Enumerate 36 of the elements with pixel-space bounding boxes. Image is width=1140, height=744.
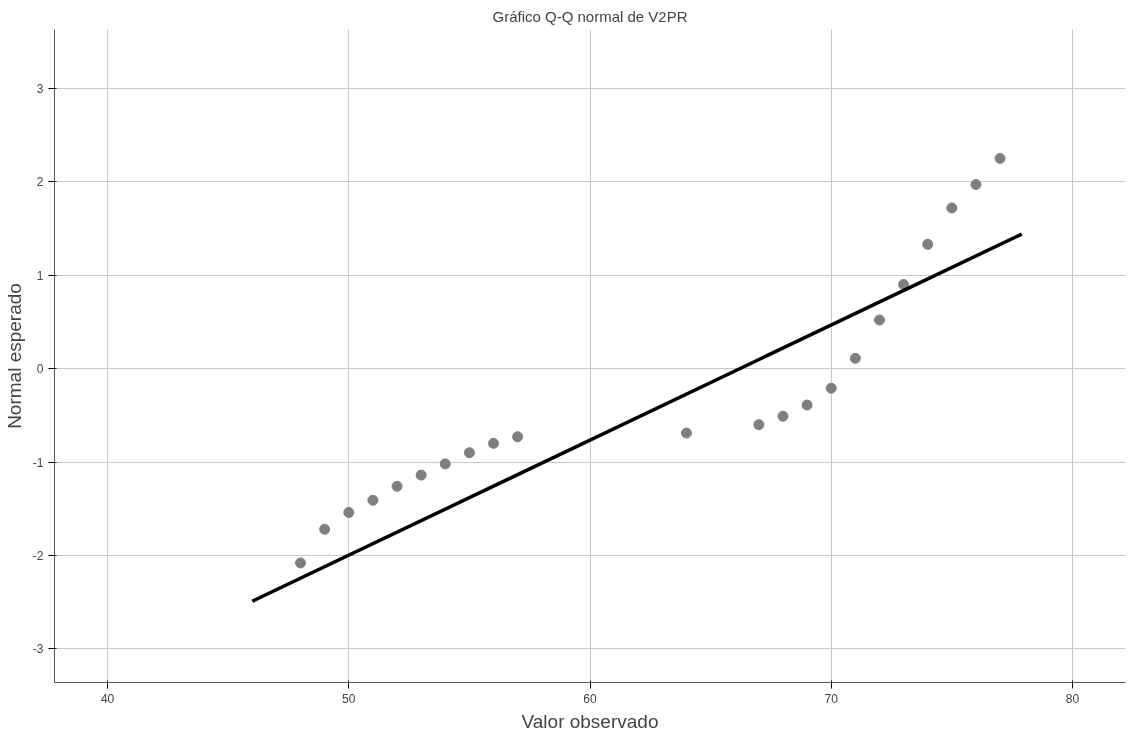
x-axis-title: Valor observado [521,710,659,732]
x-tick-label: 70 [824,691,839,706]
y-tick-label: -3 [32,642,44,657]
point [777,410,789,422]
point [319,523,331,535]
point [753,419,765,431]
point [825,382,837,394]
x-tick-label: 40 [100,691,115,706]
point [439,458,451,470]
point [680,427,692,439]
y-tick-label: 3 [36,81,44,96]
point [873,314,885,326]
point [463,447,475,459]
y-tick-label: 0 [36,362,44,377]
point [849,352,861,364]
x-tick-label: 50 [342,691,356,706]
chart-title: Gráfico Q-Q normal de V2PR [492,7,688,25]
point [488,437,500,449]
y-tick-label: -2 [32,548,44,563]
point [970,179,982,191]
x-tick-label: 60 [583,691,597,706]
point [295,557,307,569]
y-tick-label: 2 [36,175,44,190]
point [994,152,1006,164]
point [512,431,524,443]
point [343,506,355,518]
point [415,469,427,481]
point [391,480,403,492]
point [367,494,379,506]
point [801,399,813,411]
y-axis-title: Normal esperado [3,283,25,429]
x-tick-label: 80 [1065,691,1080,706]
point [922,238,934,250]
y-tick-label: -1 [32,455,44,470]
y-tick-label: 1 [36,268,44,283]
point [946,202,958,214]
